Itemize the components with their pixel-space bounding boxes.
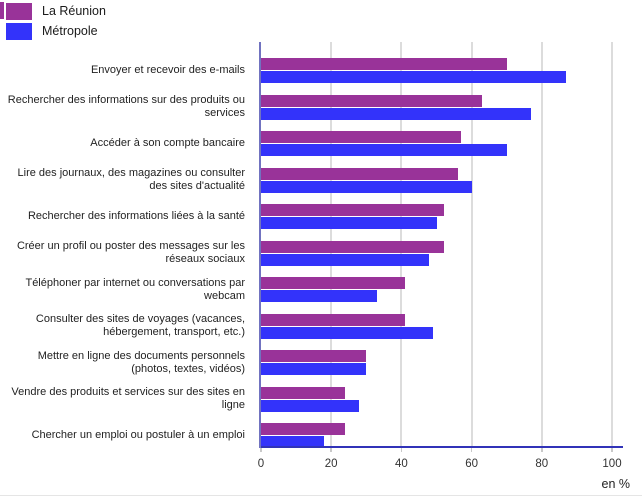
category-label: Accéder à son compte bancaire <box>90 137 245 149</box>
bar-group <box>261 58 612 83</box>
chart-row: Consulter des sites de voyages (vacances… <box>0 313 642 351</box>
plot-area: Envoyer et recevoir des e-mails Recherche… <box>0 42 642 448</box>
legend-swatch-metropole <box>6 23 32 40</box>
bar-metropole <box>261 71 567 83</box>
category-label: Rechercher des informations sur des prod… <box>7 94 245 119</box>
gridline <box>540 42 543 448</box>
chart-row: Lire des journaux, des magazines ou cons… <box>0 167 642 205</box>
bar-metropole <box>261 144 507 156</box>
category-label: Vendre des produits et services sur des … <box>11 386 245 411</box>
bar-metropole <box>261 253 430 266</box>
chart-rows: Envoyer et recevoir des e-mails Recherche… <box>0 42 642 448</box>
tick-mark <box>470 448 473 452</box>
bar-metropole <box>261 399 360 412</box>
bar-metropole <box>261 290 377 302</box>
y-axis-line <box>259 42 261 448</box>
legend-item-la-reunion: La Réunion <box>6 3 106 20</box>
chart-row: Vendre des produits et services sur des … <box>0 386 642 424</box>
bar-la-reunion <box>261 94 483 107</box>
bar-la-reunion <box>261 240 444 253</box>
bar-group <box>261 423 612 448</box>
tick-mark <box>400 448 403 452</box>
chart-row: Envoyer et recevoir des e-mails <box>0 58 642 95</box>
bar-group <box>261 386 612 412</box>
chart-row: Rechercher des informations liées à la s… <box>0 204 642 241</box>
category-label: Téléphoner par internet ou conversations… <box>25 276 245 302</box>
gridline <box>611 42 613 448</box>
tick-label: 60 <box>465 458 478 470</box>
category-label: Consulter des sites de voyages (vacances… <box>35 313 245 338</box>
category-label: Mettre en ligne des documents personnels… <box>37 349 245 375</box>
legend-label: La Réunion <box>42 4 106 18</box>
gridline <box>470 42 473 448</box>
clipped-legend-swatch <box>0 2 4 19</box>
category-label: Créer un profil ou poster des messages s… <box>16 240 245 265</box>
tick-label: 80 <box>535 458 549 470</box>
bar-la-reunion <box>261 350 367 362</box>
bar-group <box>261 350 612 375</box>
bar-metropole <box>261 180 472 193</box>
tick-label: 100 <box>602 458 622 470</box>
bar-metropole <box>261 326 433 339</box>
bar-group <box>261 94 612 120</box>
category-label: Chercher un emploi ou postuler à un empl… <box>31 429 245 441</box>
bar-la-reunion <box>261 277 405 289</box>
bar-la-reunion <box>261 131 462 143</box>
bar-metropole <box>261 217 437 229</box>
category-label: Lire des journaux, des magazines ou cons… <box>17 167 245 192</box>
bar-la-reunion <box>261 58 507 70</box>
chart-row: Créer un profil ou poster des messages s… <box>0 240 642 278</box>
bar-la-reunion <box>261 204 444 216</box>
bottom-divider <box>0 495 642 496</box>
x-axis-unit-label: en % <box>601 477 631 491</box>
bar-group <box>261 204 612 229</box>
bar-metropole <box>261 107 532 120</box>
tick-mark <box>260 448 262 452</box>
bar-la-reunion <box>261 386 346 399</box>
tick-label: 20 <box>324 458 338 470</box>
bar-la-reunion <box>261 313 405 326</box>
tick-mark <box>330 448 332 452</box>
tick-mark <box>611 448 613 452</box>
bar-la-reunion <box>261 167 458 180</box>
category-label: Envoyer et recevoir des e-mails <box>90 64 245 76</box>
tick-label: 40 <box>394 458 408 470</box>
legend-item-metropole: Métropole <box>6 23 98 40</box>
chart-row: Rechercher des informations sur des prod… <box>0 94 642 132</box>
x-axis-line <box>261 446 623 448</box>
chart-row: Téléphoner par internet ou conversations… <box>0 277 642 314</box>
bar-group <box>261 313 612 339</box>
bar-group <box>261 277 612 302</box>
bar-group <box>261 167 612 193</box>
tick-label: 0 <box>257 458 265 470</box>
chart-row: Accéder à son compte bancaire <box>0 131 642 168</box>
bar-group <box>261 131 612 156</box>
legend-label: Métropole <box>42 24 98 38</box>
chart-row: Mettre en ligne des documents personnels… <box>0 350 642 387</box>
bar-metropole <box>261 363 367 375</box>
tick-mark <box>541 448 543 452</box>
bar-group <box>261 240 612 266</box>
chart-row: Chercher un emploi ou postuler à un empl… <box>0 423 642 448</box>
bar-la-reunion <box>261 423 346 435</box>
category-label: Rechercher des informations liées à la s… <box>27 210 245 222</box>
legend-swatch-la-reunion <box>6 3 32 20</box>
bar-metropole <box>261 436 325 448</box>
